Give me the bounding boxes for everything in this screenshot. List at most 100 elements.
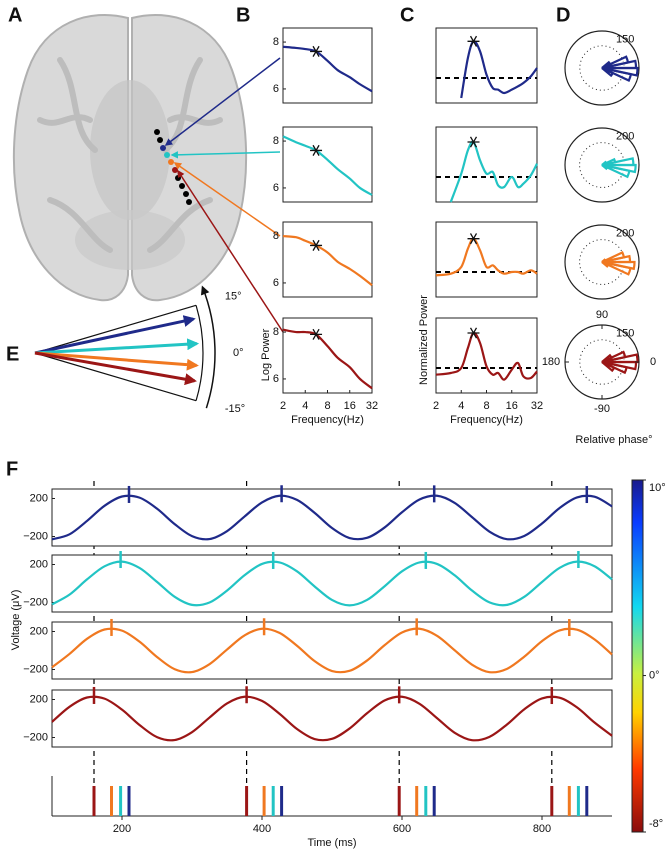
plot-frame: [435, 221, 538, 298]
colorbar-tick-label: -8°: [649, 818, 663, 830]
x-tick-label: 600: [393, 823, 411, 835]
panel-label: C: [400, 4, 414, 26]
panel-label: E: [6, 343, 19, 365]
rose-petal: [601, 353, 613, 363]
x-axis-label: Frequency(Hz): [291, 414, 364, 426]
colorbar: [631, 479, 644, 833]
y-tick-label: 200: [30, 558, 48, 570]
rose-petal: [601, 160, 608, 166]
peak-star: [467, 233, 480, 245]
plot-frame: [435, 27, 538, 104]
series-line: [449, 140, 538, 203]
panel-label: D: [556, 4, 570, 26]
peak-star: [467, 327, 480, 339]
plot-frame: [51, 554, 613, 613]
rose-petal: [601, 258, 607, 263]
panel-label: A: [8, 4, 22, 26]
y-axis-label: Log Power: [260, 328, 272, 381]
series-line: [51, 560, 613, 607]
y-tick-label: −200: [23, 663, 48, 675]
x-tick-label: 2: [280, 400, 286, 412]
radial-tick-label: 150: [616, 328, 634, 340]
fan-edge: [34, 304, 197, 354]
series-line: [51, 695, 613, 742]
fan-tick-label: 0°: [233, 347, 244, 359]
x-tick-label: 200: [113, 823, 131, 835]
fan-edge: [34, 352, 197, 402]
rose-petal: [601, 60, 612, 69]
y-tick-label: 8: [273, 135, 279, 147]
y-tick-label: 200: [30, 693, 48, 705]
theta-tick-label: 180: [542, 356, 560, 368]
y-tick-label: 200: [30, 492, 48, 504]
y-tick-label: 8: [273, 36, 279, 48]
plot-frame: [282, 317, 373, 394]
y-tick-label: −200: [23, 731, 48, 743]
x-tick-label: 400: [253, 823, 271, 835]
x-tick-label: 4: [458, 400, 464, 412]
plot-frame: [282, 221, 373, 298]
y-tick-label: −200: [23, 596, 48, 608]
fan-arc: [195, 305, 204, 401]
panel-label: F: [6, 458, 18, 480]
phase-arrow: [34, 351, 199, 371]
y-tick-label: 6: [273, 277, 279, 289]
series-line: [51, 494, 613, 541]
series-line: [51, 627, 613, 674]
panel-label: B: [236, 4, 250, 26]
y-axis-label: Normalized Power: [418, 295, 430, 385]
x-tick-label: 8: [483, 400, 489, 412]
x-tick-label: 32: [531, 400, 543, 412]
colorbar-tick-label: 0°: [649, 669, 660, 681]
y-tick-label: 6: [273, 373, 279, 385]
x-tick-label: 4: [302, 400, 308, 412]
peak-star: [467, 136, 480, 148]
phase-arrow: [34, 315, 196, 355]
series-line: [282, 328, 373, 390]
theta-tick-label: 0: [650, 356, 656, 368]
peak-star: [310, 45, 323, 57]
rose-petal: [601, 251, 626, 264]
y-axis-label: Voltage (μV): [10, 590, 22, 651]
y-tick-label: −200: [23, 530, 48, 542]
y-tick-label: 200: [30, 625, 48, 637]
plot-frame: [282, 27, 373, 104]
y-tick-label: 6: [273, 83, 279, 95]
series-line: [282, 234, 373, 287]
x-axis-label: Time (ms): [307, 837, 356, 849]
series-line: [435, 237, 538, 277]
peak-star: [310, 328, 323, 340]
brain-image: [12, 14, 284, 333]
peak-star: [310, 144, 323, 156]
radial-tick-label: 200: [616, 227, 634, 239]
peak-star: [310, 239, 323, 251]
rose-petal: [601, 66, 639, 77]
x-tick-label: 800: [533, 823, 551, 835]
series-line: [282, 45, 373, 93]
series-line: [435, 331, 538, 381]
rose-petal: [601, 260, 636, 271]
y-tick-label: 8: [273, 326, 279, 338]
fan-tick-label: 15°: [225, 291, 242, 303]
x-axis-label: Relative phase°: [575, 434, 652, 446]
x-tick-label: 16: [344, 400, 356, 412]
radial-tick-label: 150: [616, 34, 634, 46]
plot-frame: [435, 126, 538, 203]
fan-tick-label: -15°: [225, 403, 245, 415]
rose-petal: [601, 163, 637, 174]
x-tick-label: 16: [506, 400, 518, 412]
x-axis-label: Frequency(Hz): [450, 414, 523, 426]
plot-frame: [51, 488, 613, 547]
phase-arrow: [34, 351, 197, 386]
plot-frame: [51, 689, 613, 748]
x-tick-label: 32: [366, 400, 378, 412]
colorbar-tick-label: 10°: [649, 482, 666, 494]
theta-tick-label: 90: [596, 309, 608, 321]
series-line: [282, 135, 373, 196]
plot-frame: [51, 621, 613, 680]
range-arrow: [200, 285, 216, 409]
y-tick-label: 6: [273, 182, 279, 194]
plot-frame: [282, 126, 373, 203]
